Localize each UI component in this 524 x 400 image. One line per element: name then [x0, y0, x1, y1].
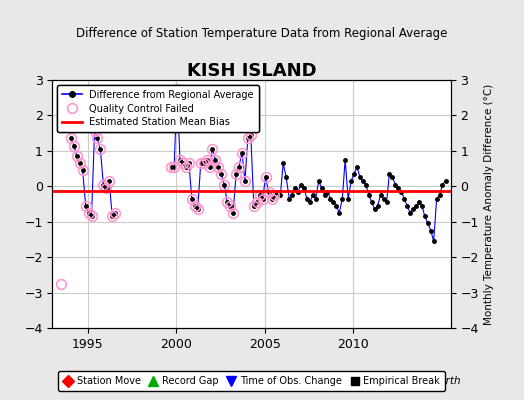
Legend: Station Move, Record Gap, Time of Obs. Change, Empirical Break: Station Move, Record Gap, Time of Obs. C… — [58, 372, 445, 391]
Title: KISH ISLAND: KISH ISLAND — [187, 62, 316, 80]
Text: Berkeley Earth: Berkeley Earth — [385, 376, 461, 386]
Y-axis label: Monthly Temperature Anomaly Difference (°C): Monthly Temperature Anomaly Difference (… — [484, 83, 494, 325]
Text: Difference of Station Temperature Data from Regional Average: Difference of Station Temperature Data f… — [77, 28, 447, 40]
Legend: Difference from Regional Average, Quality Control Failed, Estimated Station Mean: Difference from Regional Average, Qualit… — [57, 85, 259, 132]
